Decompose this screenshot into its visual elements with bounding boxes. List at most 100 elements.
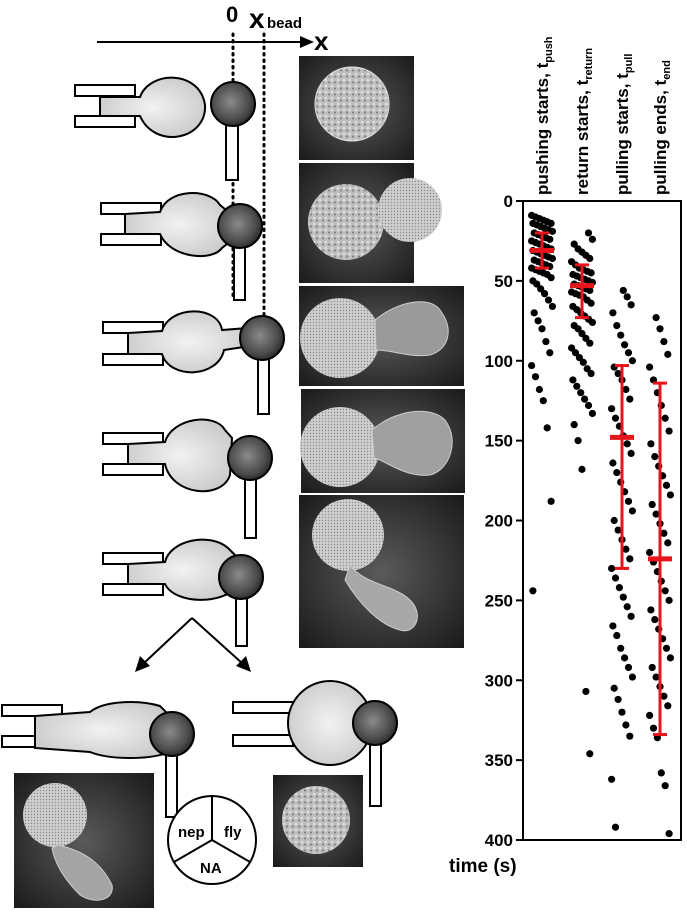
- data-point: [666, 491, 675, 499]
- schematic-step-4: [102, 418, 273, 539]
- schematic-step-1: [74, 76, 256, 181]
- data-point: [613, 468, 621, 477]
- data-point: [622, 545, 630, 553]
- data-point: [661, 782, 669, 790]
- data-point: [661, 587, 669, 595]
- data-point: [656, 325, 664, 333]
- data-point: [664, 702, 672, 710]
- data-point: [574, 437, 582, 445]
- pie-label-na: NA: [200, 860, 222, 877]
- data-point: [548, 302, 557, 311]
- data-point: [547, 219, 555, 227]
- data-point: [610, 516, 618, 525]
- data-point: [623, 603, 631, 611]
- bead-position-subscript: bead: [267, 15, 302, 32]
- data-point: [570, 240, 578, 248]
- data-point: [571, 349, 580, 357]
- data-point: [628, 357, 637, 365]
- data-point: [665, 830, 673, 838]
- data-point: [587, 299, 595, 307]
- data-point: [544, 296, 553, 304]
- data-point: [651, 453, 659, 461]
- schematic-outcome-left: [1, 701, 195, 818]
- origin-label: 0: [226, 2, 238, 27]
- data-point: [646, 363, 654, 371]
- schematic-step-2: [100, 192, 263, 301]
- data-point: [608, 775, 616, 783]
- y-tick-label: 0: [504, 192, 513, 211]
- data-point: [613, 322, 621, 330]
- bead: [218, 554, 264, 600]
- y-tick-label: 50: [494, 272, 513, 291]
- position-axis: x 0 x bead: [97, 2, 329, 56]
- category-header: pulling ends, tend: [651, 60, 673, 195]
- data-point: [548, 254, 557, 263]
- data-point: [617, 331, 625, 339]
- data-point: [628, 673, 637, 681]
- schematic-step-5: [102, 538, 264, 647]
- branch-arrows: [135, 617, 251, 672]
- data-point: [574, 325, 582, 333]
- data-point: [664, 350, 672, 358]
- data-point: [542, 337, 550, 346]
- data-point: [609, 622, 617, 630]
- data-point: [660, 529, 668, 537]
- data-point: [528, 361, 536, 370]
- sem-image-4: [300, 389, 465, 493]
- data-point: [538, 325, 546, 333]
- data-point: [617, 644, 625, 652]
- data-point: [529, 587, 537, 595]
- data-point: [568, 344, 576, 352]
- data-point: [569, 376, 577, 384]
- data-point: [652, 673, 660, 681]
- data-point: [583, 365, 591, 373]
- data-point: [609, 459, 617, 467]
- data-point: [622, 721, 630, 729]
- schematic-step-3: [102, 310, 285, 415]
- bead: [210, 81, 256, 127]
- data-point: [547, 497, 555, 505]
- y-tick-label: 200: [485, 512, 513, 531]
- data-point: [661, 414, 669, 422]
- data-point: [586, 286, 594, 295]
- data-point: [579, 358, 587, 366]
- data-point: [584, 229, 593, 237]
- pie-label-fly: fly: [224, 824, 242, 841]
- data-point: [587, 369, 595, 378]
- data-point: [611, 823, 620, 831]
- data-point: [575, 353, 584, 362]
- data-point: [665, 427, 673, 435]
- data-point: [624, 497, 633, 505]
- data-point: [609, 309, 617, 317]
- data-point: [611, 414, 620, 422]
- data-point: [665, 596, 673, 604]
- data-point: [582, 687, 590, 696]
- data-point: [619, 593, 627, 601]
- data-point: [577, 389, 585, 397]
- data-point: [649, 724, 658, 732]
- data-point: [652, 510, 660, 518]
- category-header: pushing starts, tpush: [533, 36, 555, 195]
- data-point: [588, 235, 597, 243]
- data-point: [618, 708, 626, 716]
- y-axis-label: time (s): [449, 856, 517, 877]
- bead: [239, 315, 285, 361]
- y-tick-label: 100: [485, 352, 513, 371]
- sem-image-3: [299, 286, 464, 386]
- bead: [217, 203, 263, 249]
- data-point: [628, 507, 637, 515]
- data-point: [586, 339, 594, 347]
- timing-chart: pushing starts, tpush return starts, tret…: [449, 36, 682, 877]
- data-point: [646, 711, 654, 719]
- data-point: [587, 269, 595, 277]
- data-point: [614, 695, 622, 704]
- pie-label-nep: nep: [178, 824, 205, 841]
- data-point: [648, 663, 656, 672]
- data-point: [539, 397, 547, 405]
- data-point: [646, 548, 654, 557]
- data-point: [543, 424, 551, 432]
- data-point: [647, 440, 655, 448]
- data-point: [622, 385, 630, 394]
- data-point: [581, 395, 589, 403]
